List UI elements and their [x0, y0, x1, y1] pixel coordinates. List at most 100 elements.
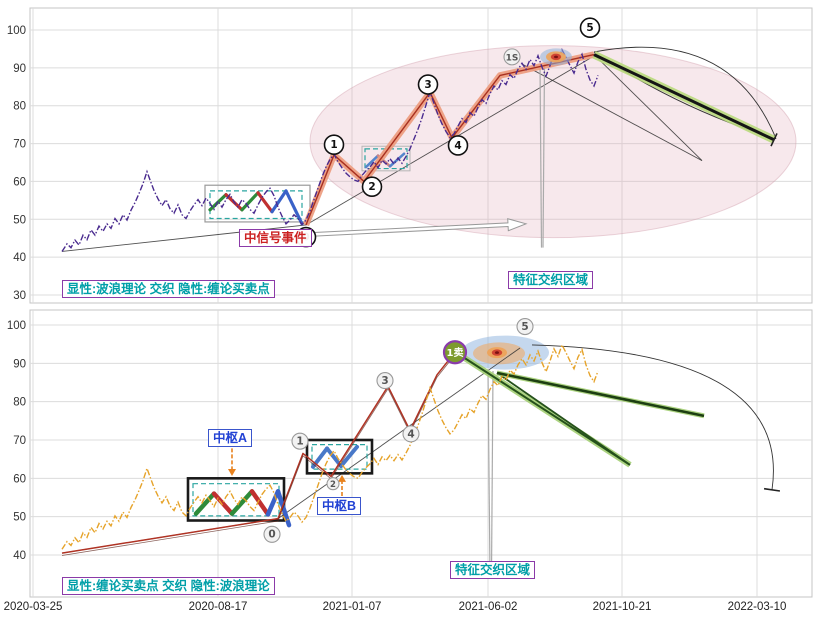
wave-marker-3 [417, 74, 439, 95]
pivot-box [186, 477, 286, 522]
pivot-box [361, 145, 411, 172]
wave-marker-5 [579, 17, 601, 39]
pivot-box-inner [311, 443, 368, 470]
wave-marker-3 [376, 372, 394, 390]
wave-marker-label: 0 [268, 529, 275, 541]
legend-label-bottom: 显性:缠论买卖点 交织 隐性:波浪理论 [62, 577, 275, 595]
wave-marker-label: 5 [521, 321, 528, 333]
y-tick-label: 70 [13, 139, 26, 151]
x-tick-label: 2021-10-21 [593, 601, 652, 613]
panel-wave-theory-frame [29, 7, 813, 304]
y-tick-label: 80 [13, 397, 26, 409]
projection-arc [593, 46, 777, 139]
y-tick-label: 40 [13, 252, 26, 264]
zigzag-segment [240, 191, 260, 212]
hotspot-ring [495, 351, 499, 354]
pointer-arrow-head [228, 469, 236, 477]
zigzag-segment [265, 489, 281, 517]
y-tick-label: 90 [13, 63, 26, 75]
wave-marker-label: 2 [330, 480, 336, 490]
panel-chan-theory: 0 1 2 3 4 5 1卖 100 90 80 70 60 50 40 [7, 309, 813, 598]
wave-marker-5 [516, 317, 534, 336]
trend-line [457, 352, 631, 466]
zigzag-segment [211, 491, 235, 516]
feature-region-label-top: 特征交织区域 [508, 271, 594, 289]
y-tick-label: 90 [13, 358, 26, 370]
signal-arrow [311, 218, 528, 237]
wave-marker-0 [263, 525, 281, 543]
y-tick-label: 60 [13, 176, 26, 188]
vertical-marker-line [490, 370, 494, 575]
panel-chan-theory-content: 0 1 2 3 4 5 1卖 [61, 317, 781, 575]
wave-marker-label: 1卖 [447, 346, 464, 359]
wave-marker-label: 4 [407, 428, 414, 440]
pivot-box-inner [192, 483, 280, 517]
panel-chan-theory-frame [29, 309, 813, 598]
wave-marker-1 [291, 432, 309, 450]
wave-marker-1S [503, 48, 521, 66]
trend-line [496, 371, 705, 418]
y-tick-label: 70 [13, 435, 26, 447]
y-tick-label: 100 [7, 25, 26, 37]
x-tick-label: 2020-08-17 [189, 601, 248, 613]
y-tick-label: 80 [13, 101, 26, 113]
zigzag-segment [284, 189, 304, 226]
y-tick-label: 40 [13, 550, 26, 562]
pivot-box-inner [209, 190, 303, 220]
y-tick-label: 50 [13, 214, 26, 226]
wave-marker-label: 1 [330, 139, 337, 151]
wave-marker-label: 5 [586, 22, 593, 34]
end-tick [763, 487, 781, 492]
end-tick [770, 133, 778, 147]
x-tick-label: 2020-03-25 [4, 601, 63, 613]
pointer-arrow-head [338, 474, 346, 482]
wave-marker-label: 1S [506, 53, 519, 63]
signal-event-label: 中信号事件 [239, 229, 312, 247]
trend-line [496, 372, 631, 466]
y-tick-label: 60 [13, 473, 26, 485]
fan-line [521, 63, 703, 162]
pivot-a-label: 中枢A [208, 429, 253, 447]
wave-marker-1卖 [442, 340, 468, 365]
wave-marker-2 [326, 477, 340, 491]
wave-marker-label: 1 [296, 436, 303, 448]
legend-label-top: 显性:波浪理论 交织 隐性:缠论买卖点 [62, 280, 275, 298]
highlight-ellipse [309, 45, 797, 239]
wave-marker-label: 3 [424, 79, 431, 91]
pivot-box [204, 184, 311, 223]
wave-line [61, 351, 456, 554]
hotspot-ring [554, 55, 558, 59]
y-tick-label: 50 [13, 512, 26, 524]
wave-line-shadow [61, 354, 456, 556]
x-tick-label: 2021-01-07 [323, 601, 382, 613]
zigzag-segment [193, 491, 217, 516]
projection-arc [531, 344, 774, 490]
y-tick-label: 30 [13, 290, 26, 302]
trend-line [593, 53, 775, 142]
x-tick-label: 2021-06-02 [459, 601, 518, 613]
wave-marker-label: 4 [454, 140, 461, 152]
wave-marker-4 [447, 135, 469, 156]
zigzag-segment [364, 154, 380, 169]
wave-marker-4 [402, 425, 420, 443]
zigzag-segment [270, 189, 288, 214]
zigzag-segment [256, 191, 274, 214]
fan-line [593, 54, 703, 161]
x-tick-label: 2022-03-10 [728, 601, 787, 613]
wave-marker-label: 2 [368, 181, 375, 193]
panel-wave-theory-content: 0123451S [61, 17, 797, 252]
panel-chan-theory-grid [30, 310, 812, 597]
price-line [61, 47, 599, 252]
y-tick-label: 100 [7, 320, 26, 332]
fan-line [305, 58, 591, 226]
zigzag-segment [249, 489, 271, 517]
zigzag-segment [388, 152, 406, 168]
wave-marker-1 [323, 134, 345, 156]
vertical-marker-line [542, 64, 546, 248]
fan-line [277, 347, 521, 519]
feature-region-label-bottom: 特征交织区域 [450, 561, 536, 579]
panel-wave-theory: 0123451S10090807060504030 [7, 7, 813, 304]
pivot-b-label: 中枢B [317, 497, 362, 515]
